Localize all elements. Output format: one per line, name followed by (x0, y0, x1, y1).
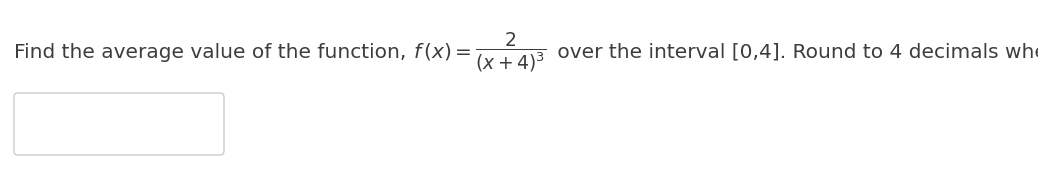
Text: $f\,(x)=$: $f\,(x)=$ (413, 41, 471, 62)
Text: over the interval [0,4]. Round to 4 decimals when necessary.: over the interval [0,4]. Round to 4 deci… (551, 43, 1038, 62)
Text: Find the average value of the function,: Find the average value of the function, (13, 43, 413, 62)
Text: $\dfrac{2}{(x+4)^3}$: $\dfrac{2}{(x+4)^3}$ (475, 30, 547, 74)
FancyBboxPatch shape (13, 93, 224, 155)
